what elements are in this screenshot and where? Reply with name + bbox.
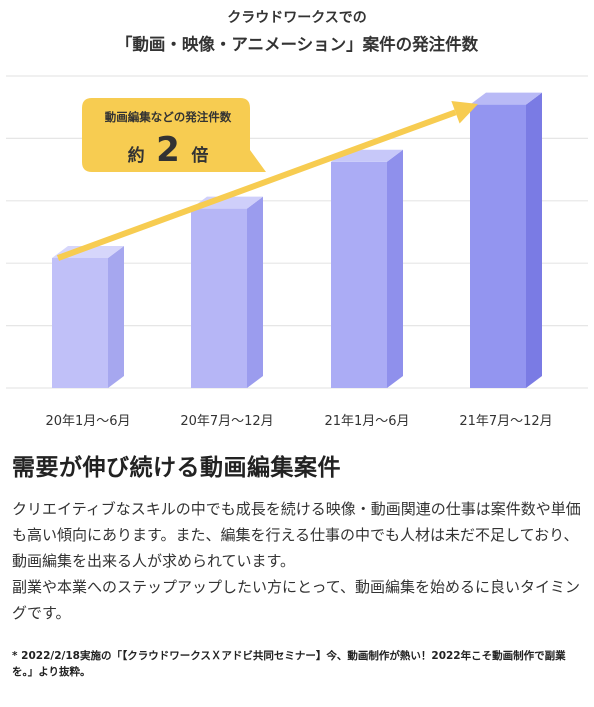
bar (331, 149, 403, 388)
chart-subtitle: 「動画・映像・アニメーション」案件の発注件数 (116, 34, 479, 54)
bar-chart: クラウドワークスでの 「動画・映像・アニメーション」案件の発注件数 動画編集など… (6, 9, 588, 429)
bars (52, 92, 542, 388)
callout-shape (82, 98, 266, 172)
bar-top (470, 92, 542, 105)
section-headline: 需要が伸び続ける動画編集案件 (12, 455, 341, 481)
callout-prefix: 約 (128, 145, 145, 166)
body-text: クリエイティブなスキルの中でも成長を続ける映像・動画関連の仕事は案件数や単価も高… (12, 496, 584, 626)
bar-front (470, 104, 526, 388)
bar-front (331, 161, 387, 388)
x-tick-label: 21年1月～6月 (324, 414, 409, 429)
bar-side (108, 246, 124, 388)
growth-arrow (56, 100, 478, 261)
footnote: * 2022/2/18実施の「【クラウドワークスＸアドビ共同セミナー】今、動画制… (12, 650, 566, 678)
bar (52, 246, 124, 388)
bar-side (247, 196, 263, 388)
bar (470, 92, 542, 388)
callout-line1: 動画編集などの発注件数 (105, 110, 232, 124)
callout-suffix: 倍 (191, 145, 208, 166)
bar (191, 196, 263, 388)
arrow-head (451, 100, 478, 124)
arrow-shaft (56, 109, 457, 261)
callout-badge: 動画編集などの発注件数 約 2 倍 (82, 98, 266, 172)
chart-title: クラウドワークスでの (227, 9, 367, 25)
x-tick-label: 20年1月～6月 (45, 414, 130, 429)
callout-number: 2 (156, 130, 180, 170)
callout-value: 約 2 倍 (128, 130, 209, 170)
bar-side (387, 149, 403, 388)
x-axis-labels: 20年1月～6月 20年7月～12月 21年1月～6月 21年7月～12月 (45, 414, 552, 429)
paragraph: クリエイティブなスキルの中でも成長を続ける映像・動画関連の仕事は案件数や単価も高… (12, 500, 581, 570)
bar-side (526, 92, 542, 388)
bar-front (52, 258, 108, 388)
paragraph: 副業や本業へのステップアップしたい方にとって、動画編集を始めるに良いタイミングで… (12, 578, 581, 622)
bar-front (191, 208, 247, 388)
x-tick-label: 20年7月～12月 (180, 414, 273, 429)
x-tick-label: 21年7月～12月 (459, 414, 552, 429)
